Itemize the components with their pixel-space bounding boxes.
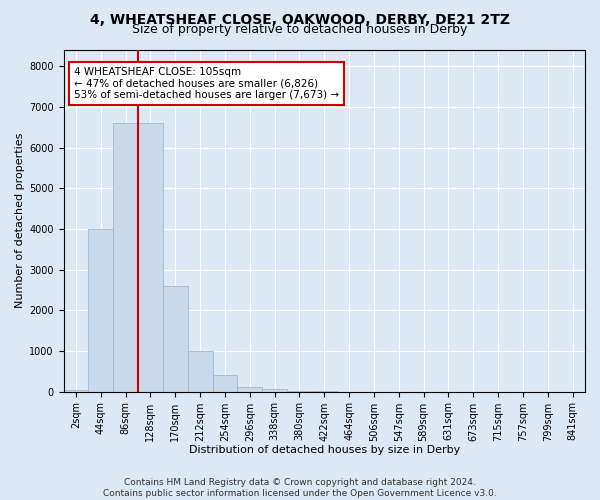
Bar [113,123,138,392]
Y-axis label: Number of detached properties: Number of detached properties [15,133,25,308]
Bar [262,389,287,392]
Bar [64,390,88,392]
Bar [212,376,238,392]
X-axis label: Distribution of detached houses by size in Derby: Distribution of detached houses by size … [188,445,460,455]
Bar [138,123,163,392]
Bar [238,386,262,392]
Text: Size of property relative to detached houses in Derby: Size of property relative to detached ho… [133,22,467,36]
Text: 4 WHEATSHEAF CLOSE: 105sqm
← 47% of detached houses are smaller (6,826)
53% of s: 4 WHEATSHEAF CLOSE: 105sqm ← 47% of deta… [74,67,339,100]
Bar [163,286,188,392]
Bar [88,229,113,392]
Bar [188,351,212,392]
Bar [287,391,312,392]
Text: Contains HM Land Registry data © Crown copyright and database right 2024.
Contai: Contains HM Land Registry data © Crown c… [103,478,497,498]
Text: 4, WHEATSHEAF CLOSE, OAKWOOD, DERBY, DE21 2TZ: 4, WHEATSHEAF CLOSE, OAKWOOD, DERBY, DE2… [90,12,510,26]
